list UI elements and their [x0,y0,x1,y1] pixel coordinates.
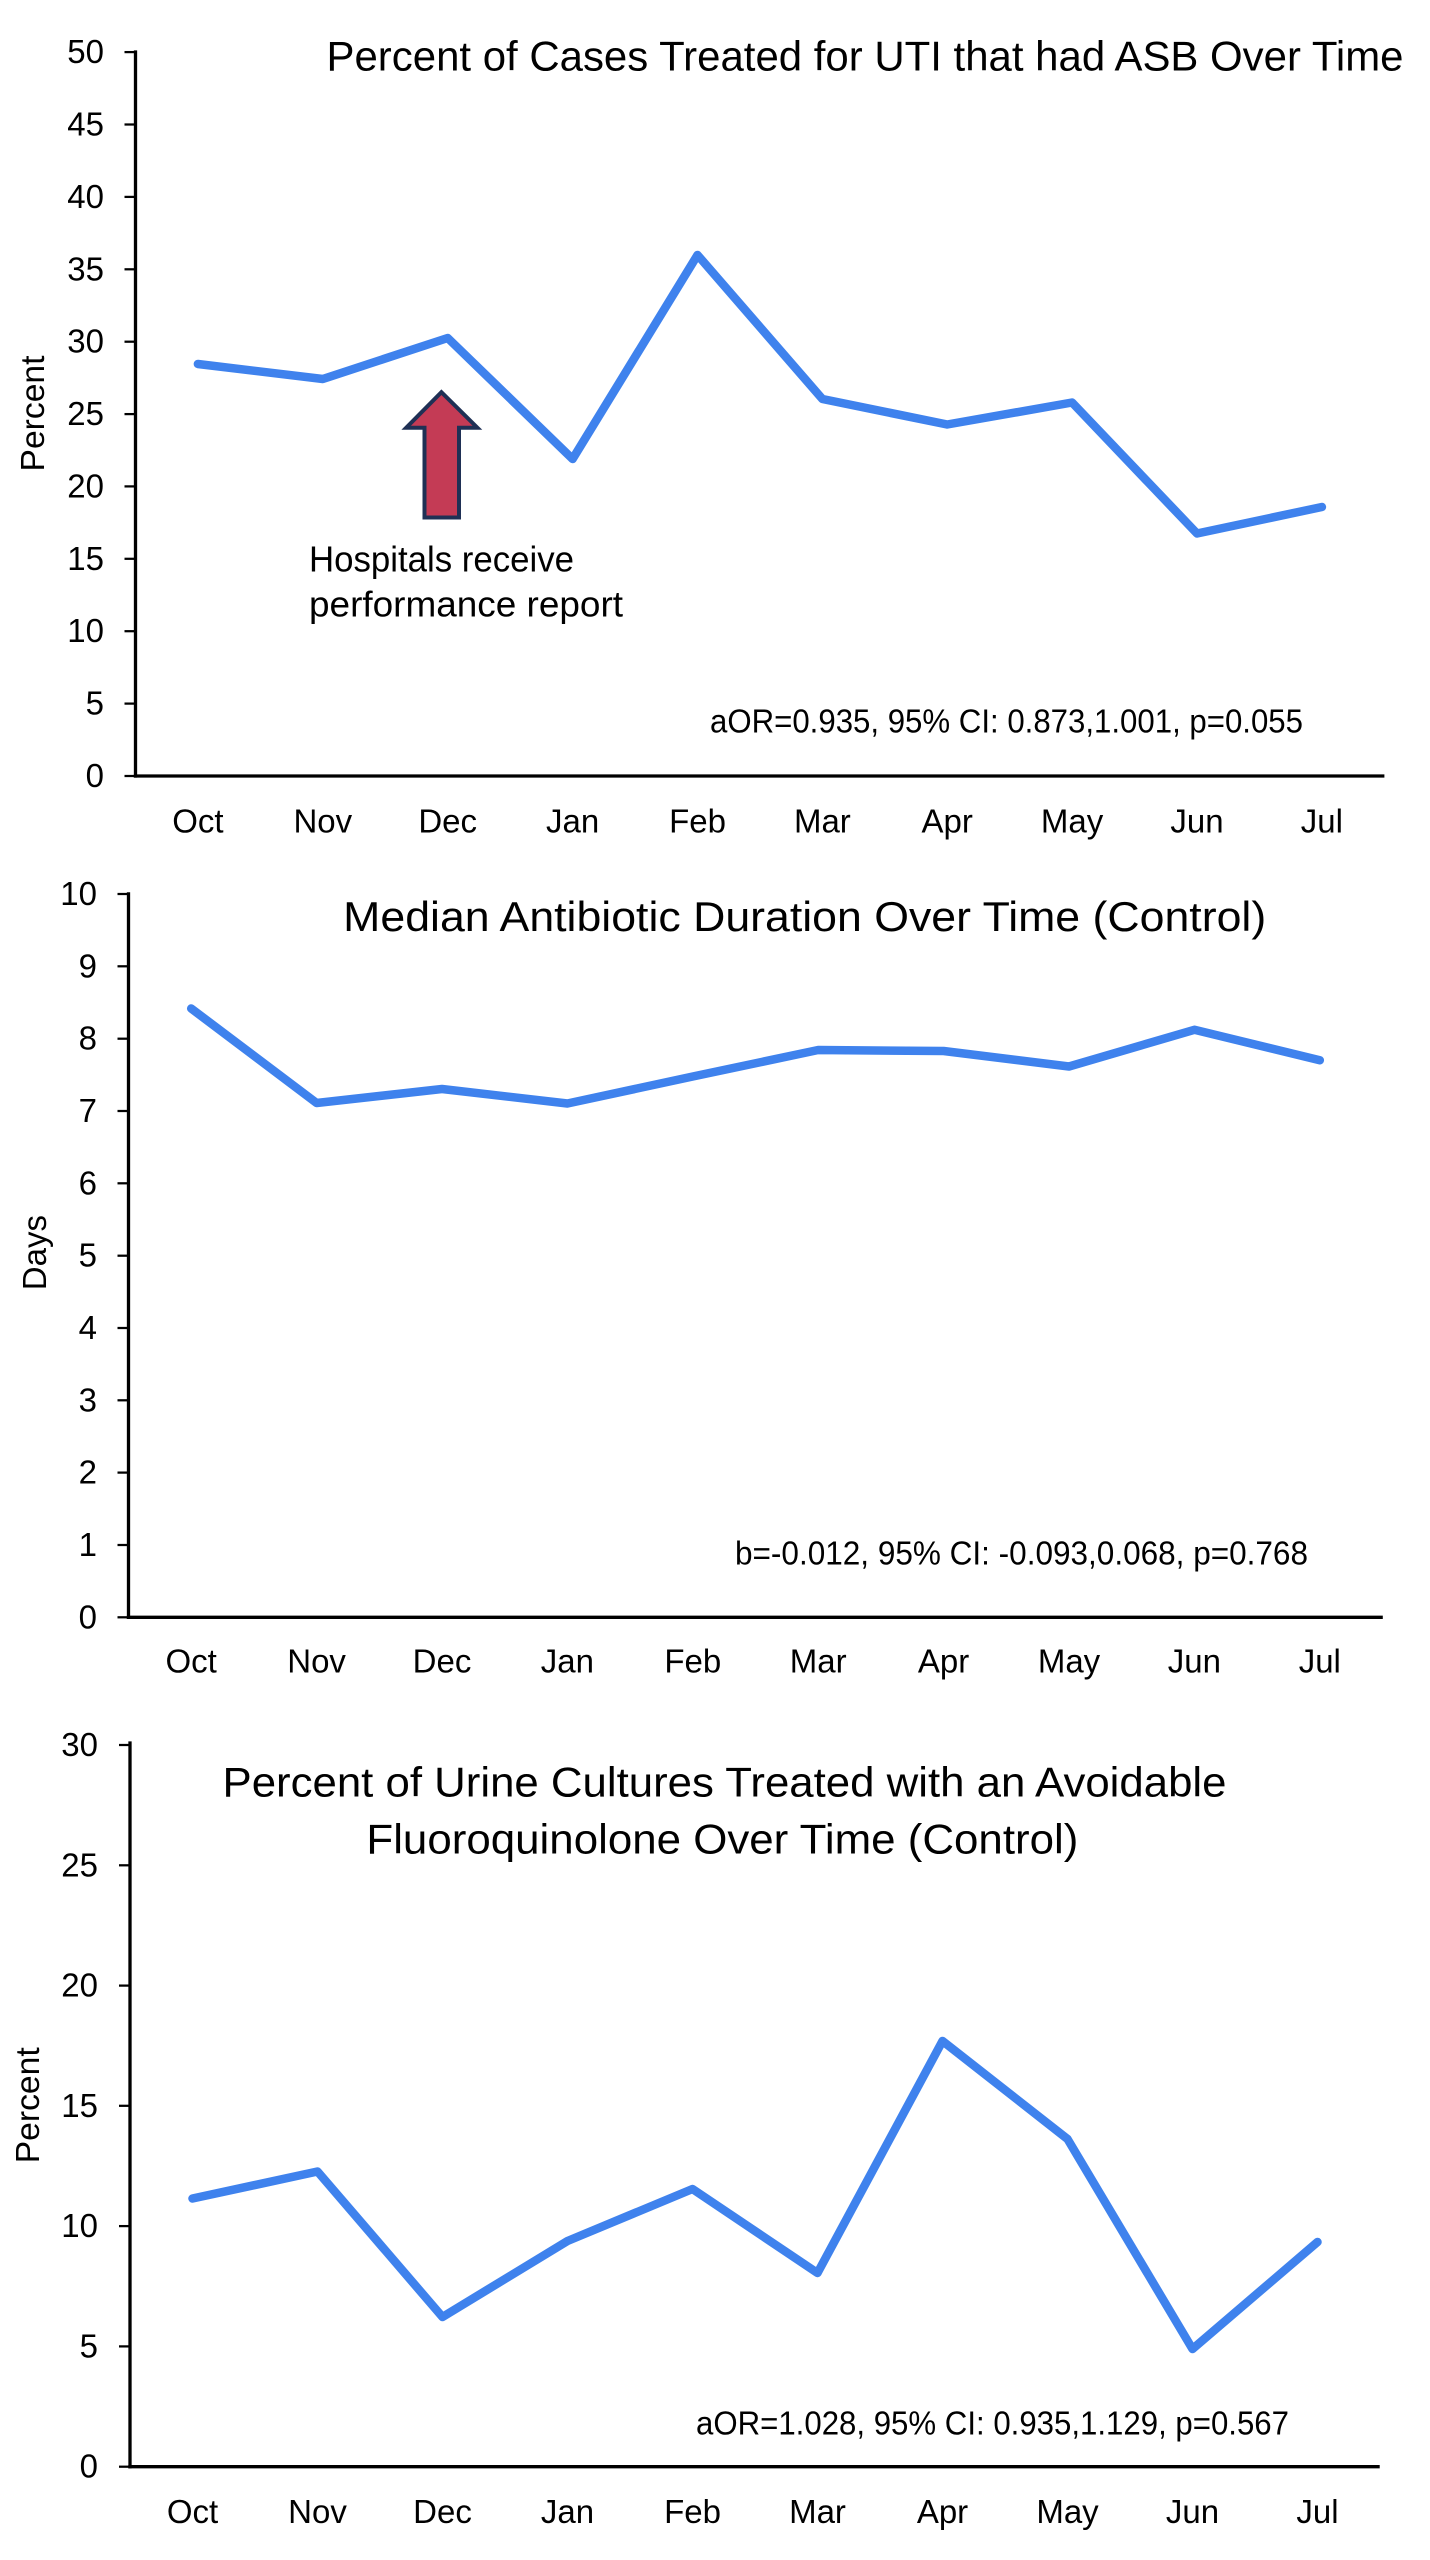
svg-text:Apr: Apr [917,2493,968,2530]
svg-text:aOR=1.028, 95% CI: 0.935,1.129: aOR=1.028, 95% CI: 0.935,1.129, p=0.567 [696,2405,1289,2442]
svg-text:2: 2 [79,1454,97,1491]
svg-text:May: May [1036,2493,1099,2530]
svg-text:0: 0 [86,757,104,794]
svg-text:Feb: Feb [669,803,726,840]
svg-text:3: 3 [79,1381,97,1418]
svg-text:30: 30 [61,1726,98,1763]
svg-text:5: 5 [86,685,104,722]
svg-text:9: 9 [79,947,97,984]
svg-text:Jan: Jan [541,1643,594,1680]
svg-text:Oct: Oct [172,803,223,840]
svg-text:Percent of Urine Cultures Trea: Percent of Urine Cultures Treated with a… [223,1759,1227,1806]
svg-text:25: 25 [67,395,104,432]
svg-text:Jul: Jul [1301,803,1343,840]
svg-text:Percent of Cases Treated for U: Percent of Cases Treated for UTI that ha… [327,33,1404,80]
svg-text:40: 40 [67,178,104,215]
svg-text:1: 1 [79,1526,97,1563]
svg-text:aOR=0.935, 95% CI: 0.873,1.001: aOR=0.935, 95% CI: 0.873,1.001, p=0.055 [710,703,1303,740]
svg-text:Feb: Feb [664,1643,721,1680]
svg-text:Percent: Percent [9,2047,46,2163]
svg-text:45: 45 [67,106,104,143]
svg-text:Hospitals receive: Hospitals receive [309,539,574,580]
svg-text:8: 8 [79,1020,97,1057]
svg-text:15: 15 [67,540,104,577]
svg-text:15: 15 [61,2087,98,2124]
svg-text:50: 50 [67,33,104,70]
svg-text:5: 5 [79,1237,97,1274]
svg-text:Dec: Dec [413,1643,472,1680]
svg-text:30: 30 [67,323,104,360]
svg-text:May: May [1038,1643,1101,1680]
svg-text:Fluoroquinolone Over Time (Con: Fluoroquinolone Over Time (Control) [366,1816,1078,1863]
svg-text:0: 0 [80,2448,98,2485]
svg-text:Apr: Apr [918,1643,969,1680]
svg-text:20: 20 [67,467,104,504]
svg-text:10: 10 [67,612,104,649]
svg-text:Nov: Nov [287,1643,346,1680]
svg-text:Nov: Nov [288,2493,347,2530]
svg-text:Oct: Oct [167,2493,218,2530]
svg-text:performance report: performance report [309,584,623,625]
svg-text:20: 20 [61,1967,98,2004]
svg-text:Dec: Dec [413,2493,472,2530]
svg-text:Jun: Jun [1170,803,1223,840]
svg-text:May: May [1041,803,1104,840]
svg-text:Jan: Jan [541,2493,594,2530]
svg-text:Median Antibiotic Duration Ove: Median Antibiotic Duration Over Time (Co… [343,893,1266,940]
svg-text:Nov: Nov [293,803,352,840]
svg-text:Jun: Jun [1166,2493,1219,2530]
svg-text:Jun: Jun [1168,1643,1221,1680]
svg-text:Dec: Dec [418,803,477,840]
svg-text:Feb: Feb [664,2493,721,2530]
svg-text:0: 0 [79,1598,97,1635]
svg-text:b=-0.012, 95% CI: -0.093,0.068: b=-0.012, 95% CI: -0.093,0.068, p=0.768 [735,1535,1308,1572]
svg-text:6: 6 [79,1164,97,1201]
svg-text:Jul: Jul [1299,1643,1341,1680]
svg-text:Jan: Jan [546,803,599,840]
svg-text:7: 7 [79,1092,97,1129]
svg-text:10: 10 [61,2207,98,2244]
svg-text:Mar: Mar [789,2493,846,2530]
svg-text:5: 5 [80,2327,98,2364]
svg-text:Days: Days [16,1215,53,1290]
svg-text:Oct: Oct [166,1643,217,1680]
svg-text:4: 4 [79,1309,97,1346]
svg-text:Percent: Percent [14,356,51,472]
svg-text:35: 35 [67,250,104,287]
svg-text:Apr: Apr [922,803,973,840]
svg-text:10: 10 [60,875,97,912]
svg-text:Mar: Mar [794,803,851,840]
svg-text:Mar: Mar [790,1643,847,1680]
svg-text:Jul: Jul [1296,2493,1338,2530]
svg-text:25: 25 [61,1846,98,1883]
